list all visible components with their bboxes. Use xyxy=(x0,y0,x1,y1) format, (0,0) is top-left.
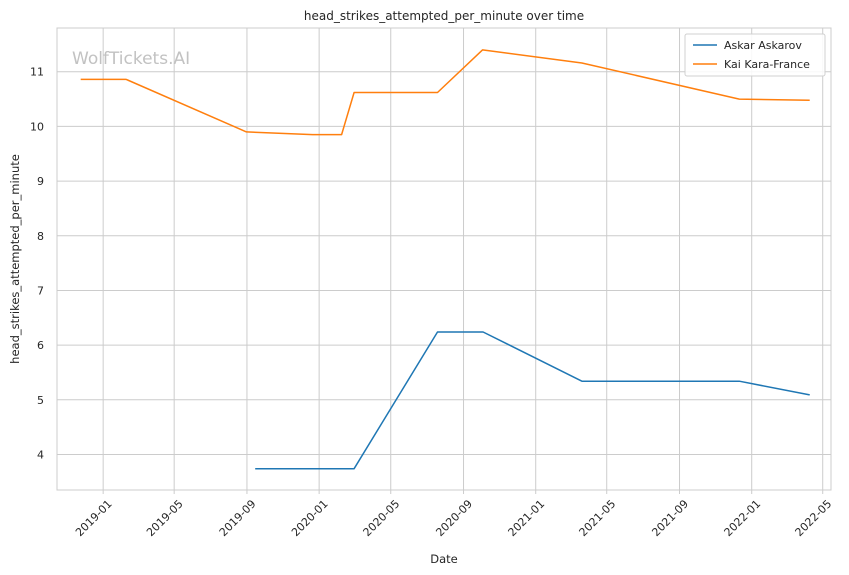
x-tick-label: 2019-05 xyxy=(144,497,186,539)
x-axis-ticks: 2019-01 2019-05 2019-09 2020-01 2020-05 2020-… xyxy=(73,490,834,539)
legend-label-kai-kara-france: Kai Kara-France xyxy=(724,58,810,71)
x-tick-label: 2020-01 xyxy=(289,497,331,539)
x-tick-label: 2019-01 xyxy=(73,497,115,539)
series-group xyxy=(80,49,810,470)
y-axis-ticks: 4 5 6 7 8 9 10 11 xyxy=(30,66,44,462)
y-tick-label: 8 xyxy=(37,230,44,243)
x-tick-label: 2022-05 xyxy=(793,497,835,539)
x-tick-label: 2021-09 xyxy=(649,497,691,539)
y-tick-label: 4 xyxy=(37,448,44,461)
x-tick-label: 2022-01 xyxy=(722,497,764,539)
legend-label-askar-askarov: Askar Askarov xyxy=(724,39,802,52)
y-tick-label: 10 xyxy=(30,120,44,133)
y-axis-label: head_strikes_attempted_per_minute xyxy=(8,154,22,364)
x-axis-label: Date xyxy=(430,552,458,566)
watermark: WolfTickets.AI xyxy=(72,49,190,69)
y-tick-label: 6 xyxy=(37,339,44,352)
legend: Askar Askarov Kai Kara-France xyxy=(684,33,826,77)
y-tick-label: 5 xyxy=(37,394,44,407)
x-tick-label: 2021-01 xyxy=(506,497,548,539)
plot-area xyxy=(56,27,832,491)
y-tick-label: 11 xyxy=(30,66,44,79)
x-tick-label: 2019-09 xyxy=(217,497,259,539)
y-tick-label: 7 xyxy=(37,284,44,297)
chart-title: head_strikes_attempted_per_minute over t… xyxy=(304,9,584,23)
x-tick-label: 2021-05 xyxy=(577,497,619,539)
x-tick-label: 2020-05 xyxy=(361,497,403,539)
x-tick-label: 2020-09 xyxy=(433,497,475,539)
y-tick-label: 9 xyxy=(37,175,44,188)
legend-box xyxy=(684,33,826,77)
grid xyxy=(57,28,831,490)
